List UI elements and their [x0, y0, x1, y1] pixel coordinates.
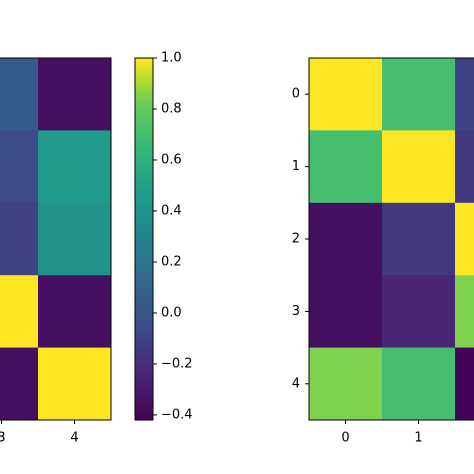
y-tick-label: 3: [292, 304, 300, 319]
x-tick-label: 1: [414, 431, 422, 446]
heatmap-cell: [309, 347, 383, 421]
heatmap-cell: [38, 130, 112, 204]
heatmap-cell: [0, 275, 39, 349]
colorbar-tick-label: −0.4: [161, 407, 193, 422]
colorbar-tick-label: −0.2: [161, 356, 193, 371]
heatmap-cell: [382, 58, 456, 131]
y-tick-label: 1: [292, 159, 300, 174]
heatmap-cell: [309, 202, 383, 276]
x-tick-label: 4: [70, 431, 78, 446]
colorbar-tick-label: 0.6: [161, 152, 182, 167]
heatmap-cell: [455, 130, 474, 204]
heatmap-cell: [0, 58, 39, 131]
heatmap-cell: [382, 347, 456, 421]
x-tick-label: 0: [341, 431, 349, 446]
colorbar-tick-label: 1.0: [161, 51, 182, 66]
colorbar: [134, 57, 154, 421]
y-tick-label: 2: [292, 232, 300, 247]
heatmap-cell: [382, 275, 456, 349]
heatmap-cell: [38, 347, 112, 421]
heatmap-cell: [0, 202, 39, 276]
heatmap-cell: [382, 130, 456, 204]
heatmap-cell: [0, 347, 39, 421]
heatmap-cell: [309, 130, 383, 204]
heatmap-cell: [309, 58, 383, 131]
colorbar-tick-label: 0.0: [161, 305, 182, 320]
colorbar-tick-label: 0.4: [161, 203, 182, 218]
heatmap-cell: [455, 202, 474, 276]
axes-frame: [0, 57, 112, 421]
heatmap-cell: [455, 275, 474, 349]
x-tick-label: 3: [0, 431, 6, 446]
heatmap-cell: [38, 58, 112, 131]
heatmap-cell: [38, 275, 112, 349]
colorbar-tick-label: 0.8: [161, 101, 182, 116]
heatmap-cell: [0, 130, 39, 204]
heatmap-cell: [382, 202, 456, 276]
heatmap-cell: [455, 347, 474, 421]
heatmap-cell: [455, 58, 474, 131]
colorbar-tick-label: 0.2: [161, 254, 182, 269]
y-tick-label: 4: [292, 376, 300, 391]
heatmap-cell: [309, 275, 383, 349]
heatmap-cell: [38, 202, 112, 276]
y-tick-label: 0: [292, 87, 300, 102]
